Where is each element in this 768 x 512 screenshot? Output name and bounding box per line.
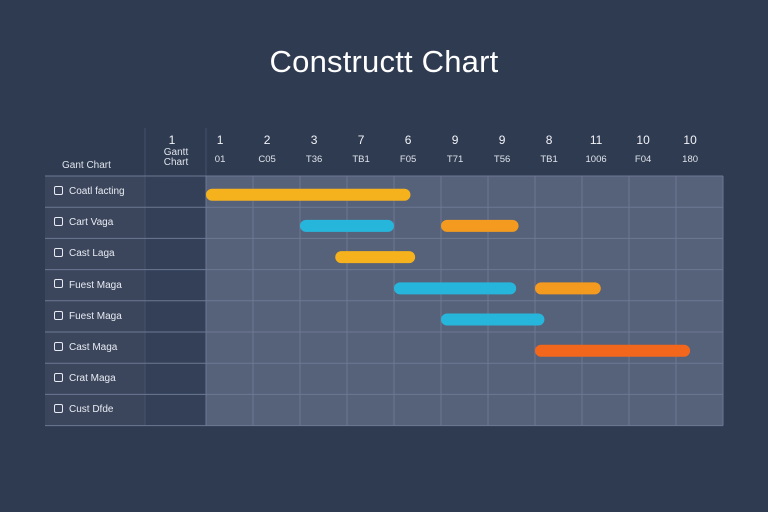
column-number: 9 [498,133,506,147]
column-number: 10 [683,133,697,147]
task-icon [54,248,63,258]
column-sublabel: 180 [682,154,699,165]
task-icon [54,217,63,227]
column-sublabel: F05 [399,154,417,165]
task-bar [535,344,691,357]
column-sublabel: 01 [214,154,226,165]
column-sublabel: C05 [258,154,276,165]
task-icon [54,279,63,289]
chart-title: Constructt Chart [269,44,499,79]
row-label: Cart Vaga [54,207,113,238]
task-icon [54,373,63,383]
column-sublabel: T56 [493,154,511,165]
column-sublabel: F04 [634,154,652,165]
column-number: 10 [636,133,650,147]
row-label: Cast Laga [54,238,115,269]
task-bar [335,251,416,264]
task-bar [300,219,394,232]
row-label: Coatl facting [54,176,125,207]
row-label: Crat Maga [54,363,116,394]
task-bar [441,313,545,326]
row-label-text: Cast Maga [69,342,118,353]
column-sublabel: T71 [446,154,464,165]
column-sublabel: TB1 [352,154,370,165]
row-label: Cast Maga [54,332,117,363]
task-icon [54,185,63,195]
header-mid-label: Gantt Chart [146,148,206,168]
row-label-text: Crat Maga [69,373,116,385]
row-label: Cust Dfde [54,394,113,425]
column-number: 11 [589,133,603,147]
row-label: Fuest Maga [54,301,122,332]
column-number: 8 [545,133,553,147]
column-number: 6 [404,133,412,147]
task-bar [535,282,601,295]
row-label-text: Coatl facting [69,186,125,197]
task-icon [54,404,63,414]
column-number: 9 [451,133,459,147]
column-number: 7 [357,133,365,147]
row-label-text: Fuest Maga [69,310,122,322]
task-icon [54,310,63,320]
task-bar [206,188,411,201]
header-left-label: Gant Chart [62,160,111,171]
row-label-text: Cast Laga [69,248,115,260]
header-mid-line1: Gantt [163,147,189,158]
task-bar [441,219,519,232]
header-mid-line2: Chart [163,157,189,168]
column-sublabel: T36 [305,154,323,165]
column-number: 2 [263,133,271,147]
row-label: Fuest Maga [54,270,122,301]
header-mid-number: 1 [168,133,176,147]
task-bar [394,282,517,295]
row-label-text: Cart Vaga [69,217,114,229]
row-label-text: Fuest Maga [69,279,122,291]
task-icon [54,341,63,351]
column-sublabel: TB1 [540,154,558,165]
column-number: 1 [216,133,224,147]
column-number: 3 [310,133,318,147]
column-sublabel: 1006 [585,154,607,165]
row-label-text: Cust Dfde [69,404,114,416]
